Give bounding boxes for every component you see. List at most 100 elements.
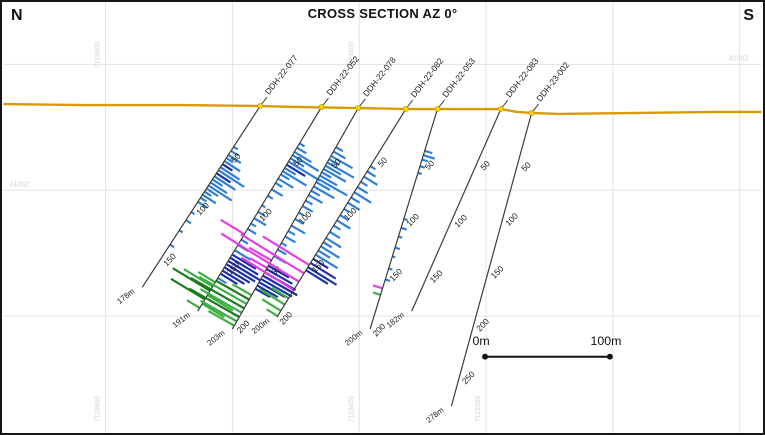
assay-bar-b [201,193,217,205]
assay-bar-g [206,294,234,312]
assay-bar-b [298,211,305,217]
assay-bar-b [356,186,369,195]
assay-bar-b [261,204,266,209]
assay-bar-b [223,160,241,173]
collar-marker [355,105,362,111]
assay-bar-b [277,177,294,189]
drillhole-name-label: DDH-23-002 [534,60,571,104]
assay-bar-b [317,249,331,259]
depth-marker-label: 150 [489,263,506,280]
assay-bar-b [319,174,338,187]
assay-bar-b [185,219,192,225]
assay-bar-b [421,158,428,163]
assay-bar-b [363,175,378,186]
collar-marker [528,110,535,116]
assay-bar-n [227,259,261,282]
assay-bar-b [287,160,321,182]
assay-bar-b [257,210,266,217]
assay-bar-b [284,167,297,176]
grid-coordinate-label: 7119400 [348,396,355,423]
drillhole-name-label: DDH-22-077 [263,53,300,97]
assay-bar-b [293,150,312,164]
drillhole-name-label: DDH-22-052 [324,54,361,98]
assay-bar-n [267,264,290,279]
assay-bar-b [417,171,423,175]
assay-bar-b [335,146,344,153]
assay-bar-b [324,164,342,176]
assay-bar-b [320,245,340,259]
assay-bar-b [339,214,350,222]
assay-bar-g [186,299,201,309]
assay-bar-n [254,287,271,298]
assay-bar-n [221,163,233,172]
grid-coordinate-label: 7119300 [475,396,482,423]
assay-bar-n [225,263,256,283]
assay-bar-d [188,287,240,318]
grid-coordinate-label: 7119600 [95,396,102,423]
assay-bar-b [325,237,342,249]
scale-bar-end-dot [606,353,613,360]
assay-bar-b [403,217,408,222]
depth-marker-label: 50 [519,160,533,174]
assay-bar-b [400,226,408,231]
assay-bar-b [225,157,234,164]
assay-bar-m [249,257,268,269]
assay-bar-n [262,274,298,297]
drillhole-trace [411,108,502,312]
assay-bar-b [304,199,313,206]
drillhole-trace [276,108,407,318]
assay-bar-b [169,243,175,249]
assay-bar-g [183,268,214,288]
topography-line [3,102,762,116]
assay-bar-b [199,196,207,203]
collar-marker [257,103,264,109]
grid-coordinate-label: 7119400 [348,41,355,68]
assay-bar-g [232,283,253,297]
assay-bar-b [384,278,391,282]
assay-bar-b [369,165,376,171]
assay-bar-n [221,269,245,285]
assay-bar-b [343,207,350,213]
drillhole-name-label: DDH-22-053 [440,56,477,100]
assay-bar-b [227,154,242,164]
compass-north-label: N [11,7,23,24]
assay-bar-n [312,257,329,270]
eoh-depth-label: 191m [171,310,192,330]
assay-bar-b [423,154,436,160]
assay-bar-b [294,218,305,225]
drillhole-name-label: DDH-22-078 [361,55,398,99]
scale-bar-start-dot [482,353,489,360]
assay-bar-b [280,173,290,181]
assay-bar-b [333,224,341,231]
assay-bar-b [329,230,341,239]
assay-bar-b [284,235,296,244]
eoh-depth-label: 278m [424,405,445,425]
page-title: CROSS SECTION AZ 0° [307,6,458,21]
assay-bar-b [317,177,348,197]
assay-bar-b [313,185,335,200]
assay-bar-b [211,178,224,187]
assay-bar-b [366,170,377,178]
assay-bar-b [247,227,257,235]
assay-bar-b [213,175,236,191]
assay-bar-n [309,262,337,280]
assay-bar-b [398,235,403,239]
assay-bar-n [260,277,293,298]
assay-bar-b [330,154,354,170]
depth-marker-label: 50 [375,155,389,169]
assay-bar-d [215,279,250,301]
assay-bar-b [280,242,288,247]
assay-bar-m [248,246,272,262]
assay-bar-d [190,276,245,310]
assay-bar-b [336,219,351,230]
assay-bar-b [178,229,184,234]
assay-bar-b [301,205,314,213]
assay-bar-b [205,187,219,198]
assay-bar-b [298,142,306,148]
assay-bar-g [200,299,238,323]
eoh-depth-label: 200m [250,316,271,336]
drillhole-trace [369,108,439,330]
depth-marker-label: 100 [503,211,520,228]
scale-bar-start-label: 0m [472,334,489,348]
assay-bar-b [315,181,331,191]
